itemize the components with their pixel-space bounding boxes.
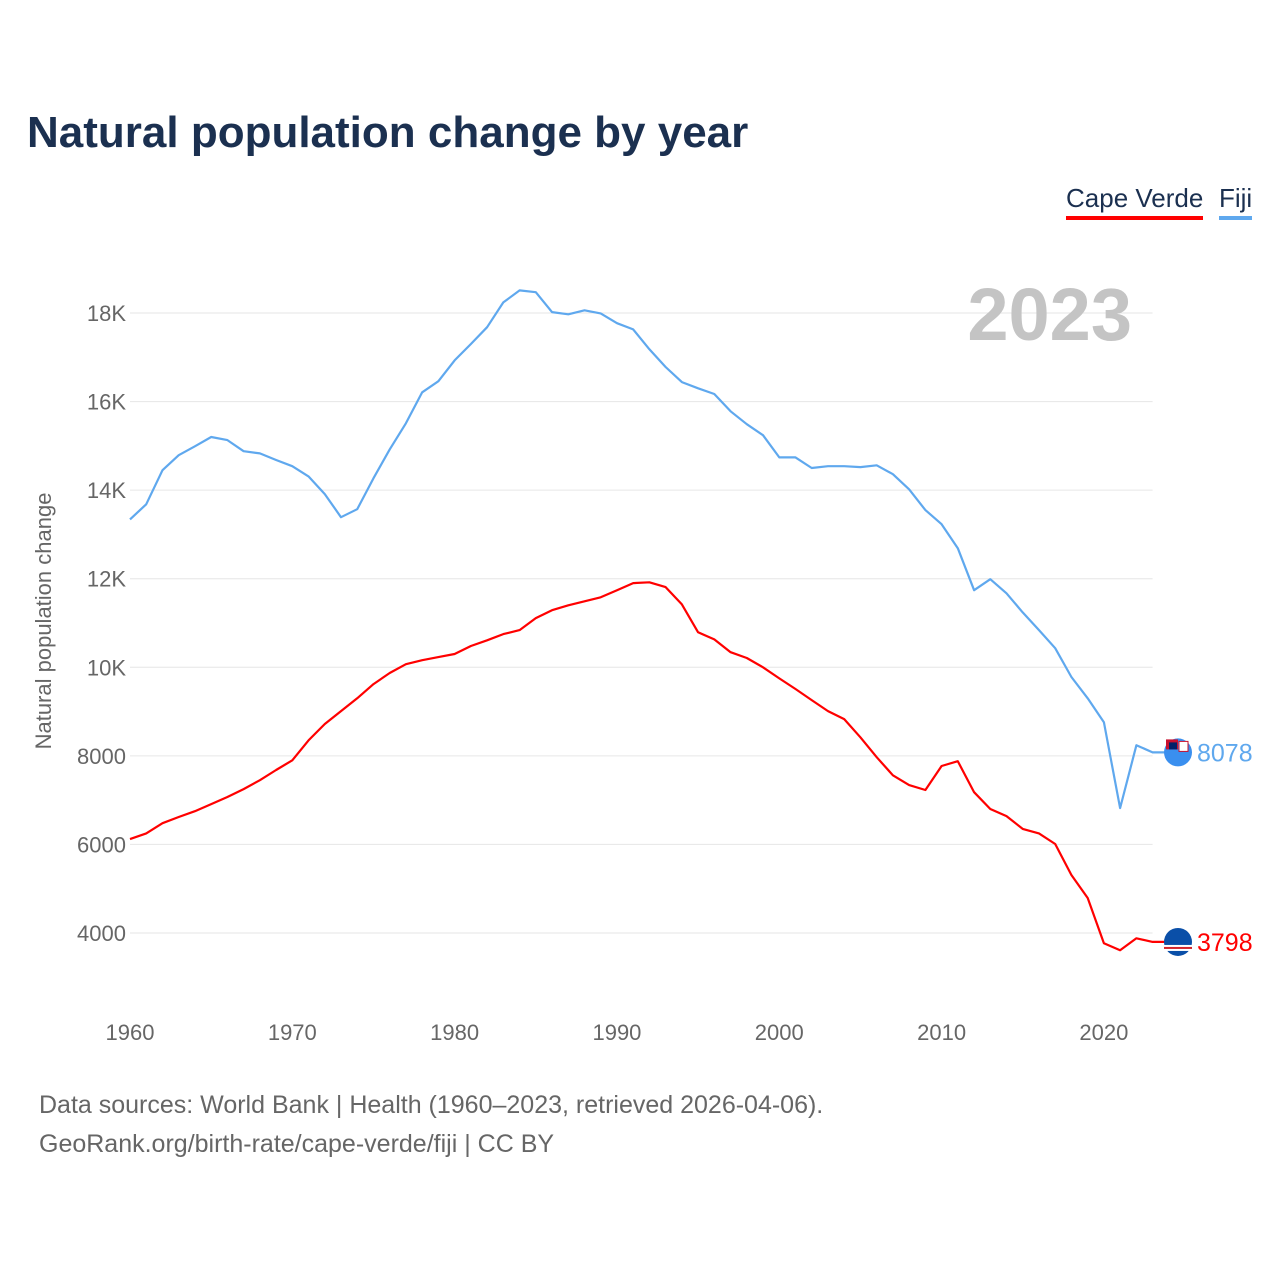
line-chart: 4000 6000 8000 10K 12K 14K 16K 18K 1960 1970 1980 1…	[31, 273, 1253, 1045]
series-line-cape-verde	[129, 581, 1168, 952]
y-tick-label: 8000	[77, 744, 126, 769]
y-tick-label: 10K	[87, 655, 126, 680]
y-tick-label: 14K	[87, 478, 126, 503]
fiji-flag-icon	[1164, 738, 1192, 767]
legend-fiji[interactable]: Fiji	[1219, 183, 1253, 220]
year-watermark: 2023	[967, 273, 1132, 356]
series-line-fiji	[129, 289, 1168, 810]
x-tick-label: 2010	[917, 1020, 966, 1045]
y-tick-label: 16K	[87, 390, 126, 415]
legend-cape-verde[interactable]: Cape Verde	[1066, 183, 1204, 220]
x-tick-label: 2020	[1079, 1020, 1128, 1045]
y-tick-label: 6000	[77, 832, 126, 857]
source-link[interactable]: GeoRank.org/birth-rate/cape-verde/fiji |…	[39, 1130, 555, 1158]
end-value-label: 3798	[1197, 929, 1253, 957]
x-tick-label: 2000	[755, 1020, 804, 1045]
end-value-label: 8078	[1197, 739, 1253, 767]
y-tick-label: 12K	[87, 567, 126, 592]
x-tick-label: 1960	[106, 1020, 155, 1045]
data-sources: Data sources: World Bank | Health (1960–…	[39, 1091, 824, 1119]
x-tick-label: 1970	[268, 1020, 317, 1045]
x-tick-label: 1980	[430, 1020, 479, 1045]
y-tick-label: 4000	[77, 921, 126, 946]
cape-verde-flag-icon	[1164, 927, 1192, 956]
x-tick-label: 1990	[592, 1020, 641, 1045]
chart-title: Natural population change by year	[27, 108, 749, 157]
y-axis-label: Natural population change	[31, 493, 56, 750]
footer: Data sources: World Bank | Health (1960–…	[39, 1086, 823, 1164]
y-tick-label: 18K	[87, 301, 126, 326]
